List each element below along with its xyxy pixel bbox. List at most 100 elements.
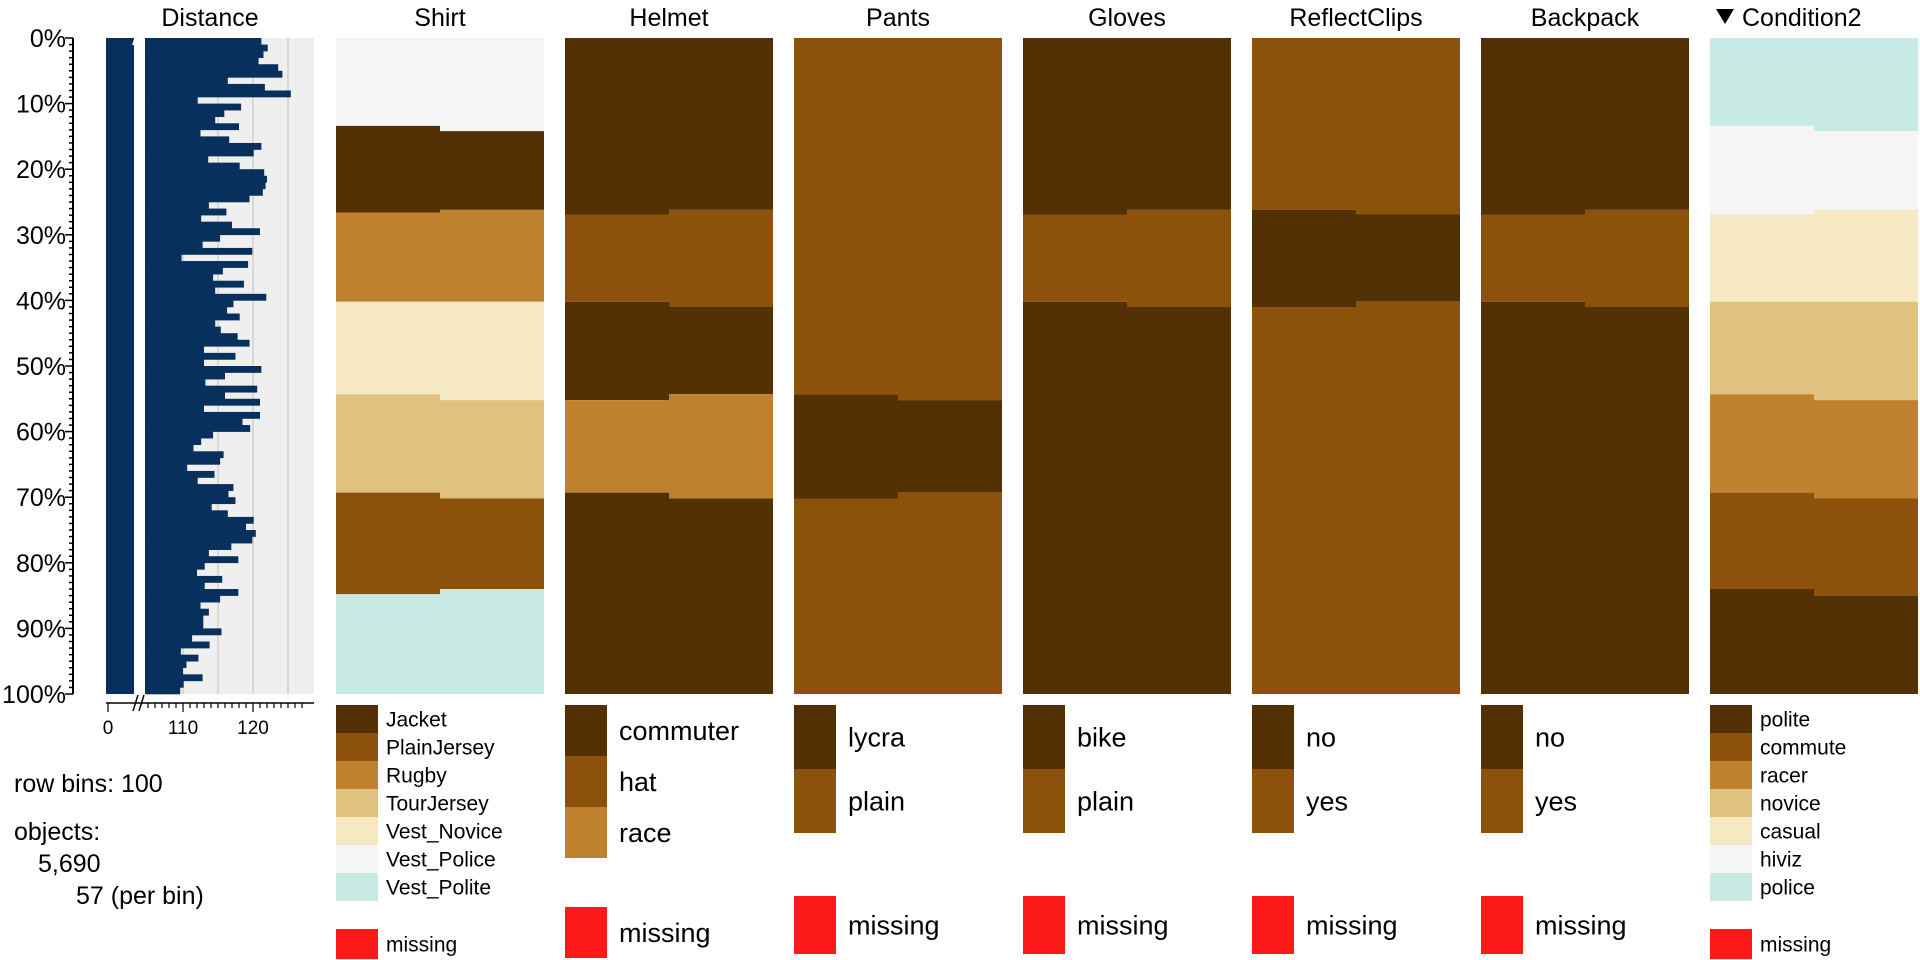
distance-bar (145, 359, 204, 367)
legend-label: PlainJersey (386, 737, 495, 760)
category-band (336, 394, 544, 499)
axis-break-mark (138, 694, 145, 712)
legend-label: commuter (619, 716, 739, 746)
category-band (1252, 38, 1460, 215)
legend-swatch (1710, 873, 1752, 901)
distance-bar (145, 221, 232, 229)
column-title: Helmet (629, 4, 708, 32)
legend-label: yes (1306, 787, 1348, 817)
distance-bar (145, 562, 205, 570)
category-band (1252, 209, 1460, 307)
legend-label: Jacket (386, 709, 447, 732)
legend-label: race (619, 818, 672, 848)
distance-bar (145, 162, 240, 170)
distance-bar (145, 208, 227, 216)
row-axis-tick-label: 90% (16, 615, 66, 643)
distance-title: Distance (161, 4, 258, 32)
legend-label: police (1760, 877, 1815, 900)
distance-bar (145, 602, 201, 610)
legend-swatch (1023, 705, 1065, 769)
column-title: Condition2 (1742, 4, 1862, 32)
objects-count: 5,690 (38, 850, 101, 878)
distance-bar (145, 44, 268, 52)
category-band (1710, 394, 1918, 499)
distance-bar (145, 306, 228, 314)
legend-swatch (1710, 733, 1752, 761)
legend-swatch (1023, 769, 1065, 833)
category-band (336, 209, 544, 302)
distance-bar (145, 425, 251, 432)
distance-bar (145, 530, 256, 537)
legend-swatch (336, 733, 378, 761)
distance-bar (145, 641, 210, 649)
distance-bar (145, 687, 181, 695)
axis-break-mark (138, 30, 145, 46)
distance-bar (145, 634, 193, 642)
distance-bar (145, 431, 214, 439)
distance-bar (145, 536, 253, 544)
distance-bar (145, 346, 204, 354)
category-band (794, 394, 1002, 499)
axis-break-mark (138, 686, 145, 702)
distance-bar (145, 379, 206, 386)
distance-bar (145, 615, 204, 623)
distance-bar (145, 411, 260, 419)
distance-bar (145, 438, 202, 446)
distance-bar (145, 385, 258, 393)
distance-bar (145, 38, 262, 45)
distance-bar (145, 326, 221, 334)
distance-bar (145, 300, 234, 308)
row-bins-label: row bins: 100 (14, 770, 163, 798)
legend-missing-swatch (1481, 896, 1523, 954)
legend-swatch (336, 705, 378, 733)
distance-bar (145, 142, 262, 150)
distance-bar (145, 195, 250, 203)
distance-bar (145, 287, 216, 295)
distance-bar (145, 444, 194, 452)
legend-swatch (565, 705, 607, 756)
distance-bar (145, 267, 223, 275)
distance-bar (145, 280, 244, 288)
distance-bar (145, 110, 225, 118)
row-axis-tick-label: 100% (2, 681, 66, 709)
distance-bar (145, 366, 262, 373)
legend-swatch (336, 873, 378, 901)
distance-bar (145, 339, 250, 347)
category-band (794, 38, 1002, 401)
legend-swatch (1710, 817, 1752, 845)
distance-bar (145, 83, 265, 91)
distance-bar (145, 674, 203, 682)
distance-bar (145, 510, 228, 518)
distance-bar (145, 352, 236, 360)
objects-per-bin: 57 (per bin) (76, 882, 204, 910)
distance-bar (145, 241, 203, 249)
row-axis-tick-label: 40% (16, 287, 66, 315)
distance-bar (145, 589, 239, 596)
category-band (1023, 38, 1231, 215)
legend-label: Vest_Novice (386, 821, 503, 844)
column-title: Shirt (414, 4, 465, 32)
distance-bar (145, 169, 265, 177)
axis-break-mark (132, 686, 139, 702)
legend-swatch (336, 845, 378, 873)
distance-bar (145, 57, 259, 65)
distance-bar (145, 470, 215, 478)
legend-swatch (1710, 705, 1752, 733)
distance-bar (145, 667, 183, 675)
category-band (565, 209, 773, 307)
category-band (565, 492, 773, 694)
legend-swatch (1481, 705, 1523, 769)
distance-bar (145, 175, 267, 183)
row-axis-tick-label: 60% (16, 419, 66, 447)
legend-swatch (565, 807, 607, 858)
category-band (336, 301, 544, 401)
distance-bar (145, 543, 232, 550)
distance-bar (145, 333, 238, 341)
distance-bar (145, 490, 229, 498)
distance-bar (145, 477, 198, 485)
legend-label: polite (1760, 709, 1810, 732)
category-band (1252, 301, 1460, 694)
distance-bar (145, 261, 249, 268)
legend-label: plain (848, 787, 905, 817)
